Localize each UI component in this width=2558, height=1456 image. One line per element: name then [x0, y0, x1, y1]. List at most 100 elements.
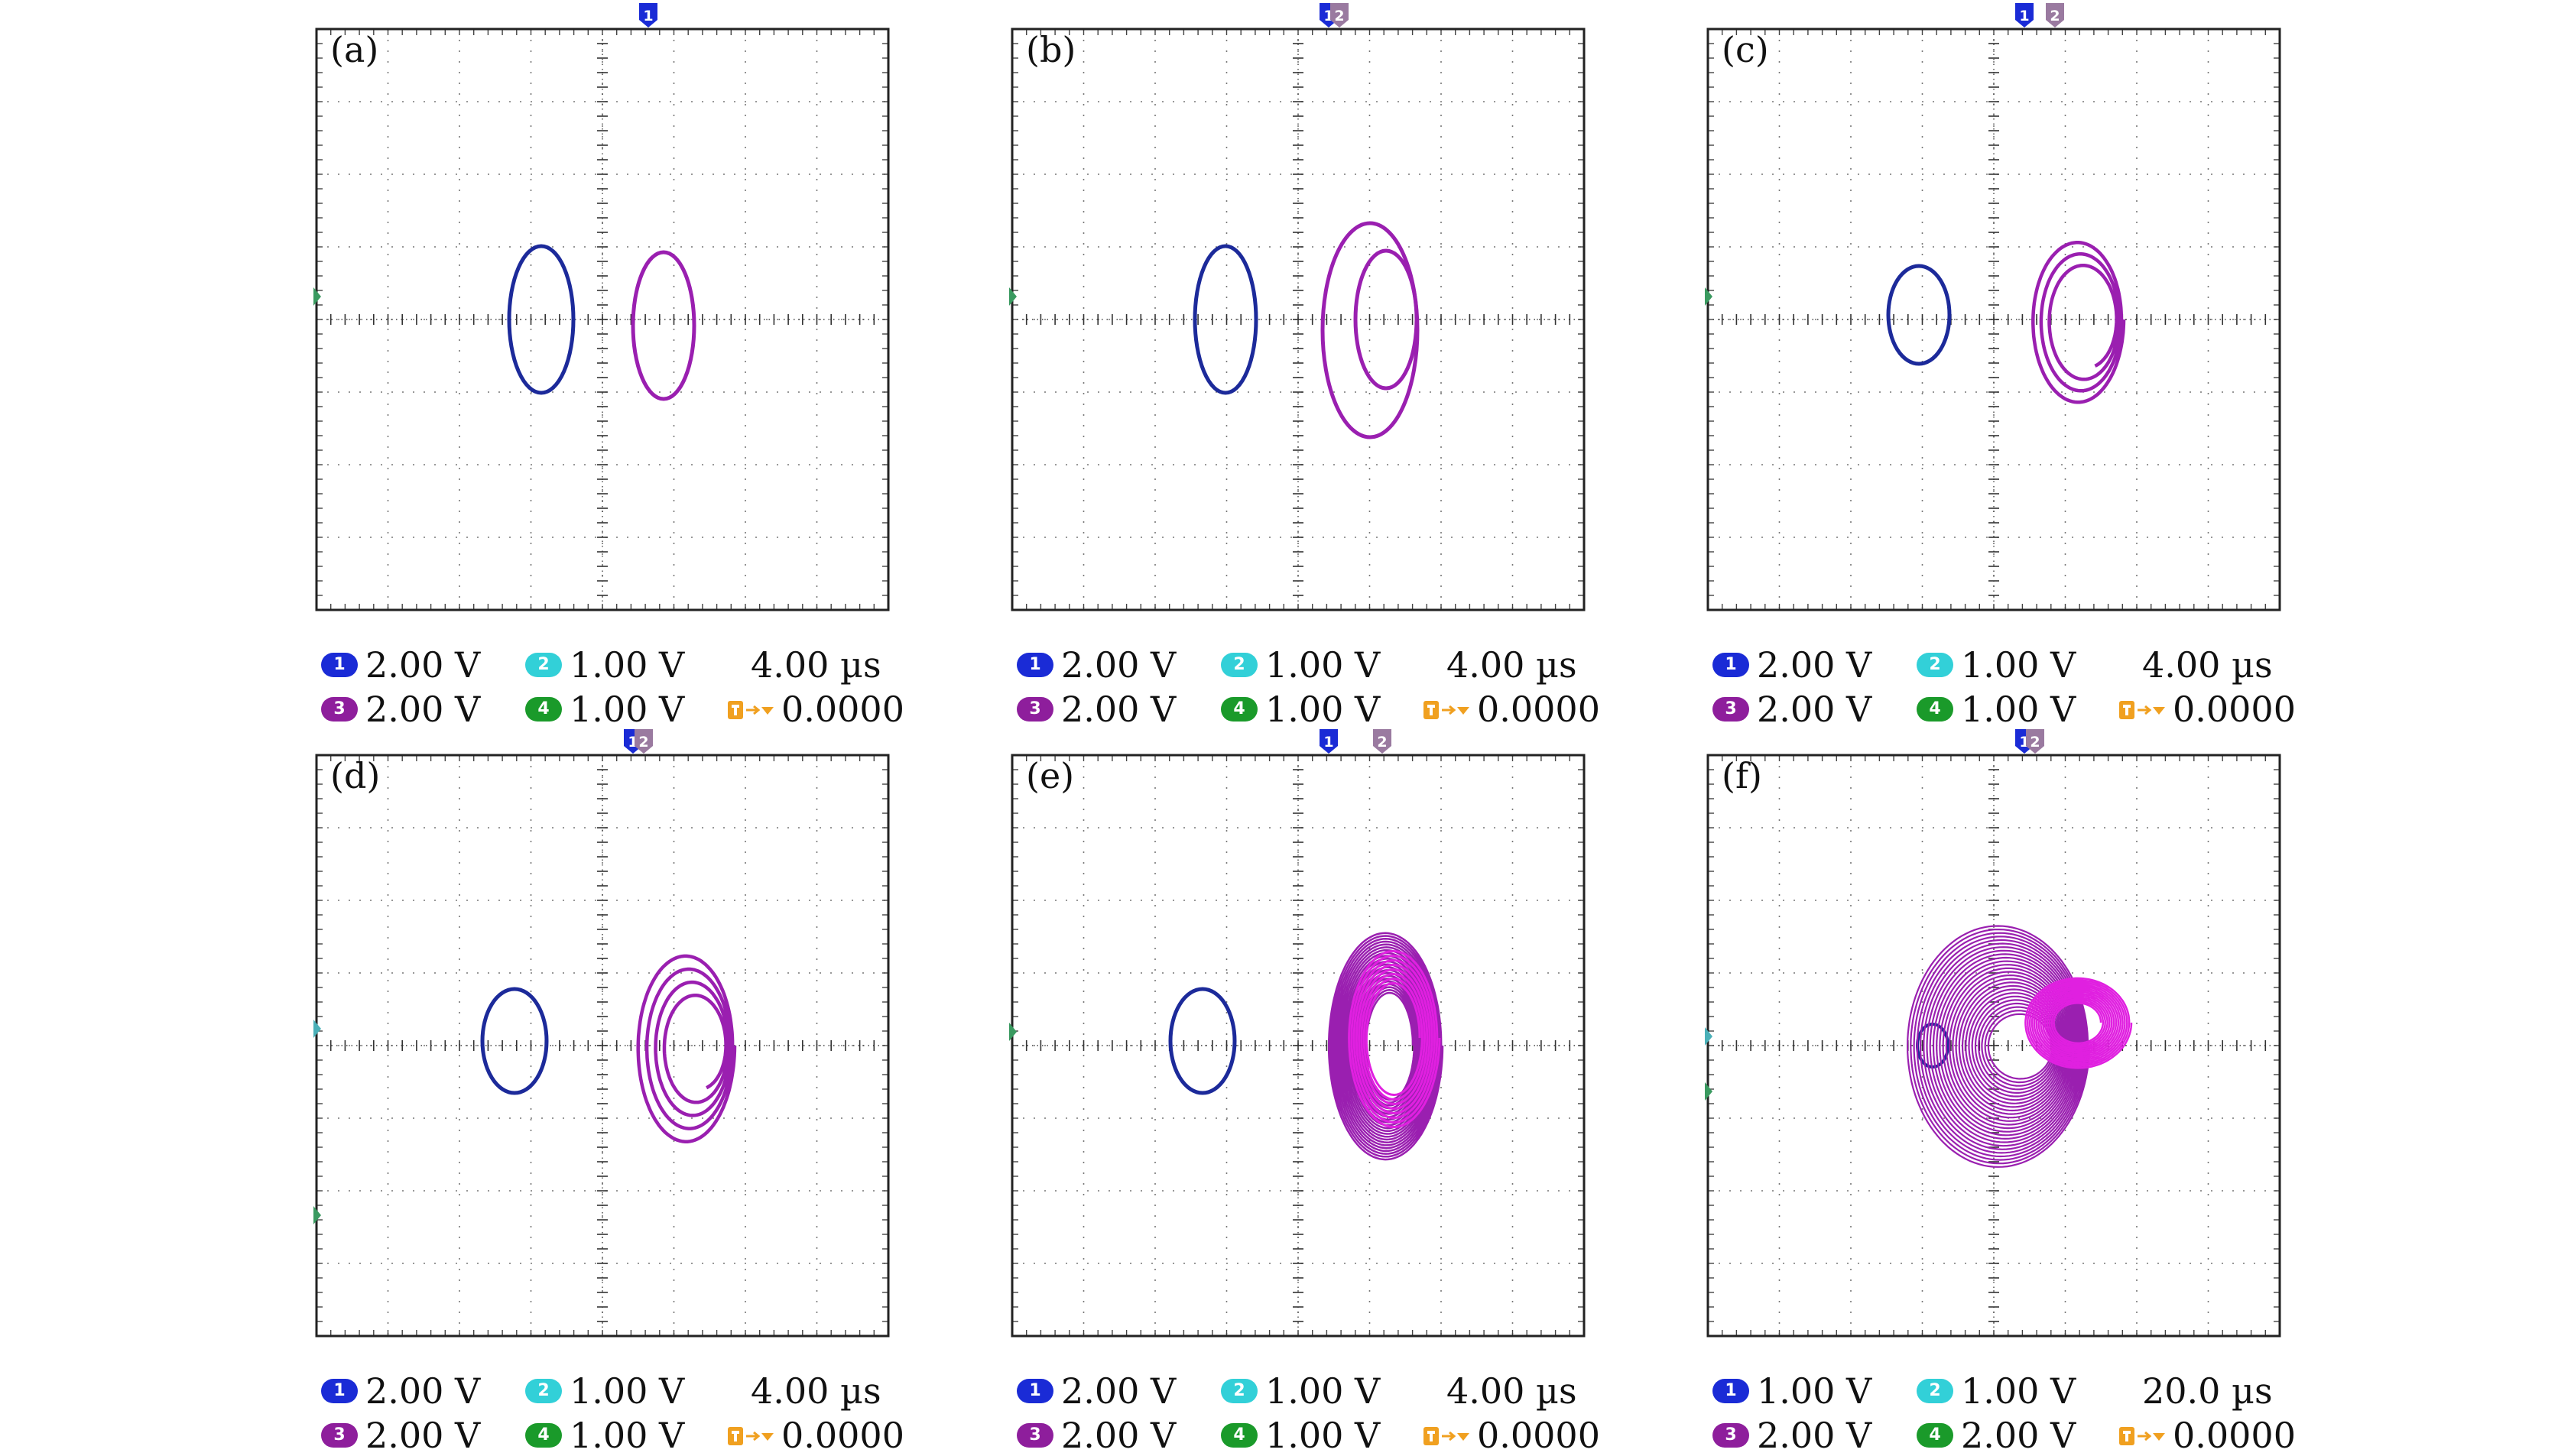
ch1-trace	[1193, 244, 1258, 395]
scope-panel-d: 1 2 2 4 (d) 1 2.00 V 2 1.00 V 4.00 µs 3 2.0…	[313, 726, 1001, 1456]
ch1-trace	[1168, 987, 1237, 1095]
left-marker-1: 4	[1009, 1023, 1017, 1041]
ch2-scale: 1.00 V	[1961, 1370, 2076, 1412]
readout-row-1: 1 2.00 V 2 1.00 V 4.00 µs	[1009, 1370, 1697, 1412]
panel-label: (b)	[1026, 29, 1076, 70]
ch1-scale: 2.00 V	[365, 1370, 481, 1412]
ch3-position-marker: 2	[2046, 3, 2064, 28]
ch3-attractor-core	[2024, 977, 2133, 1069]
ch3-badge: 3	[1017, 697, 1053, 722]
left-marker-1: 4	[1009, 287, 1017, 306]
ch4-badge: 4	[1917, 697, 1953, 722]
graticule	[316, 28, 889, 611]
panel-label: (e)	[1026, 755, 1075, 796]
left-marker-2: 4	[313, 1206, 321, 1224]
scope-screen: 124	[1009, 3, 1586, 611]
trigger-level: 0.0000	[2173, 689, 2296, 730]
graticule	[1707, 754, 2280, 1337]
timebase: 4.00 µs	[751, 644, 881, 686]
trigger-icon	[728, 701, 774, 719]
scope-screen: 1224	[1705, 729, 2281, 1338]
trigger-icon	[1423, 1427, 1469, 1445]
left-marker-1: 4	[313, 287, 321, 306]
graticule	[316, 754, 889, 1337]
ch2-scale: 1.00 V	[570, 644, 685, 686]
screen-border	[1011, 28, 1586, 611]
screen-border	[1706, 28, 2281, 611]
readout-row-2: 3 2.00 V 4 1.00 V 0.0000	[1705, 689, 2393, 730]
readout-row-1: 1 1.00 V 2 1.00 V 20.0 µs	[1705, 1370, 2393, 1412]
ch4-scale: 1.00 V	[570, 1415, 685, 1456]
ch3-position-marker: 2	[2026, 729, 2044, 754]
timebase: 4.00 µs	[1446, 1370, 1577, 1412]
ch4-badge: 4	[525, 697, 562, 722]
ch4-scale: 1.00 V	[1265, 689, 1381, 730]
trigger-level: 0.0000	[1477, 689, 1600, 730]
ch1-position-marker: 1	[639, 3, 657, 28]
scope-screen: 1 2 4	[1009, 729, 1586, 1338]
svg-text:1: 1	[2019, 8, 2029, 24]
readout-row-2: 3 2.00 V 4 1.00 V 0.0000	[313, 1415, 1001, 1456]
readout-row-1: 1 2.00 V 2 1.00 V 4.00 µs	[313, 1370, 1001, 1412]
ch4-badge: 4	[525, 1423, 562, 1448]
trigger-icon	[2119, 701, 2165, 719]
ch4-scale: 2.00 V	[1961, 1415, 2076, 1456]
scope-screen: 124	[1705, 3, 2281, 611]
ch4-badge: 4	[1221, 697, 1258, 722]
channel-readout: 1 2.00 V 2 1.00 V 4.00 µs 3 2.00 V 4 1.0…	[313, 644, 1001, 730]
readout-row-1: 1 2.00 V 2 1.00 V 4.00 µs	[313, 644, 1001, 686]
channel-readout: 1 2.00 V 2 1.00 V 4.00 µs 3 2.00 V 4 1.0…	[1009, 644, 1697, 730]
ch3-position-marker: 2	[1373, 729, 1391, 754]
graticule	[1707, 28, 2280, 611]
trigger-level: 0.0000	[2173, 1415, 2296, 1456]
ch1-badge: 1	[1712, 653, 1749, 677]
scope-panel-f: 1 2 2 4 (f) 1 1.00 V 2 1.00 V 20.0 µs 3 2.0…	[1705, 726, 2393, 1456]
ch3-badge: 3	[321, 697, 358, 722]
scope-panel-e: 1 2 4 (e) 1 2.00 V 2 1.00 V 4.00 µs 3 2.00…	[1009, 726, 1697, 1456]
ch2-badge: 2	[1221, 653, 1258, 677]
trigger-level: 0.0000	[781, 689, 904, 730]
svg-text:2: 2	[1334, 8, 1344, 24]
scope-panel-c: 1 2 4 (c) 1 2.00 V 2 1.00 V 4.00 µs 3 2.00…	[1705, 0, 2393, 730]
ch1-position-marker: 1	[1320, 729, 1338, 754]
screen-border	[1011, 754, 1586, 1338]
ch3-badge: 3	[1712, 697, 1749, 722]
panel-label: (f)	[1722, 755, 1762, 796]
screen-border	[315, 754, 890, 1338]
svg-text:2: 2	[2050, 8, 2060, 24]
left-marker-1: 2	[313, 1020, 321, 1038]
ch3-position-marker: 2	[1330, 3, 1349, 28]
svg-text:2: 2	[2030, 734, 2040, 751]
ch4-badge: 4	[1221, 1423, 1258, 1448]
trigger-level: 0.0000	[1477, 1415, 1600, 1456]
ch1-badge: 1	[321, 653, 358, 677]
ch3-attractor-core	[1348, 949, 1441, 1129]
graticule	[1011, 754, 1585, 1337]
ch4-scale: 1.00 V	[1265, 1415, 1381, 1456]
ch1-trace	[507, 244, 576, 395]
graticule	[1011, 28, 1585, 611]
scope-screen: 1224	[313, 729, 890, 1338]
readout-row-1: 1 2.00 V 2 1.00 V 4.00 µs	[1705, 644, 2393, 686]
trigger-level: 0.0000	[781, 1415, 904, 1456]
trigger-icon	[1423, 701, 1469, 719]
panel-label: (d)	[330, 755, 381, 796]
ch4-badge: 4	[1917, 1423, 1953, 1448]
ch3-badge: 3	[1017, 1423, 1053, 1448]
timebase: 20.0 µs	[2142, 1370, 2273, 1412]
screen-border	[315, 28, 890, 611]
ch1-badge: 1	[1712, 1379, 1749, 1403]
svg-text:2: 2	[638, 734, 648, 751]
ch3-scale: 2.00 V	[1061, 1415, 1177, 1456]
ch1-badge: 1	[321, 1379, 358, 1403]
trigger-icon	[728, 1427, 774, 1445]
readout-row-2: 3 2.00 V 4 1.00 V 0.0000	[1009, 689, 1697, 730]
channel-readout: 1 2.00 V 2 1.00 V 4.00 µs 3 2.00 V 4 1.0…	[313, 1370, 1001, 1456]
svg-text:1: 1	[643, 8, 653, 24]
ch3-scale: 2.00 V	[365, 689, 481, 730]
ch3-scale: 2.00 V	[1757, 1415, 1872, 1456]
ch1-scale: 2.00 V	[1757, 644, 1872, 686]
channel-readout: 1 2.00 V 2 1.00 V 4.00 µs 3 2.00 V 4 1.0…	[1705, 644, 2393, 730]
ch3-badge: 3	[1712, 1423, 1749, 1448]
ch2-scale: 1.00 V	[1265, 1370, 1381, 1412]
